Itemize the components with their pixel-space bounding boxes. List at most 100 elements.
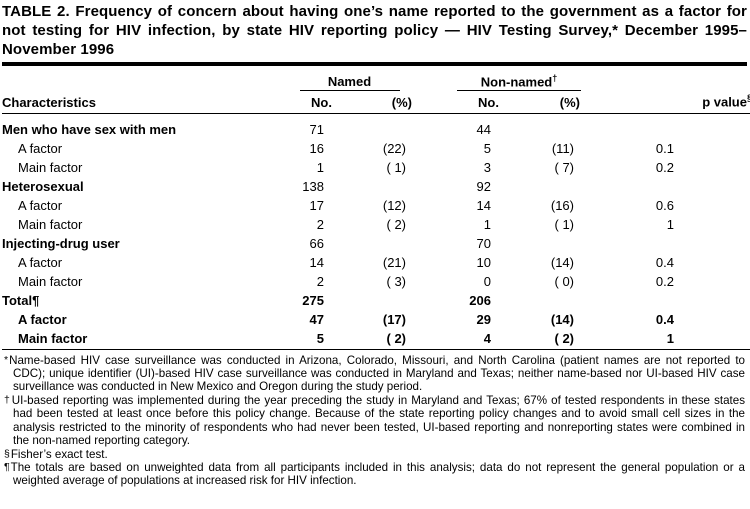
pilcrow-symbol: ¶ <box>4 460 10 473</box>
p-value-cell: 0.4 <box>655 311 674 327</box>
p-value-cell <box>580 289 750 308</box>
non-named-group-header: Non-named† <box>457 66 581 92</box>
named-pct-cell: (21) <box>382 254 406 270</box>
table-row: Heterosexual 138 92 <box>2 175 750 194</box>
non-named-pct-cell <box>499 232 580 251</box>
table-body: Men who have sex with men 71 44 A factor 16 (… <box>2 113 750 350</box>
non-named-no-cell: 29 <box>476 311 491 327</box>
table-row: A factor 47 (17) 29 (14) 0.4 <box>2 308 750 327</box>
non-named-pct-cell <box>499 289 580 308</box>
p-value-header-label: p value <box>702 94 747 110</box>
table-row: A factor 14 (21) 10 (14) 0.4 <box>2 251 750 270</box>
non-named-pct-cell <box>499 175 580 194</box>
named-no-cell: 47 <box>309 311 324 327</box>
table-row: Main factor 1 ( 1) 3 ( 7) 0.2 <box>2 156 750 175</box>
named-pct-cell <box>332 232 412 251</box>
footnote-text: Name-based HIV case surveillance was con… <box>9 353 745 394</box>
p-value-cell: 1 <box>666 216 674 232</box>
non-named-no-cell: 1 <box>483 216 491 232</box>
column-spacer <box>412 113 457 137</box>
footnote-ui-based: †UI-based reporting was implemented duri… <box>4 394 745 448</box>
named-no-header: No. <box>287 91 332 114</box>
non-named-pct-cell: (11) <box>551 140 574 156</box>
non-named-no-cell: 4 <box>457 326 499 350</box>
named-group-header: Named <box>287 66 412 92</box>
named-no-cell: 138 <box>302 178 324 194</box>
p-value-cell: 0.1 <box>655 140 674 156</box>
named-pct-cell: ( 1) <box>386 159 407 175</box>
p-value-cell <box>580 232 750 251</box>
table-row: A factor 16 (22) 5 (11) 0.1 <box>2 137 750 156</box>
non-named-pct-cell: ( 2) <box>499 326 580 350</box>
table-row: Total¶ 275 206 <box>2 289 750 308</box>
footnote-totals: ¶The totals are based on unweighted data… <box>4 461 745 488</box>
named-pct-header: (%) <box>332 91 412 114</box>
non-named-no-cell: 5 <box>483 140 491 156</box>
footnote-text: Fisher’s exact test. <box>10 447 108 461</box>
non-named-group-underline: Non-named† <box>457 73 581 92</box>
column-spacer <box>412 175 457 194</box>
p-value-cell <box>580 175 750 194</box>
named-pct-cell <box>332 113 412 137</box>
column-header-row: Characteristics No. (%) No. (%) p value§ <box>2 91 750 114</box>
named-no-cell: 17 <box>309 197 324 213</box>
title-rule <box>2 62 747 66</box>
p-value-cell: 0.2 <box>655 159 674 175</box>
section-symbol: § <box>4 447 10 460</box>
table-row: Main factor 2 ( 3) 0 ( 0) 0.2 <box>2 270 750 289</box>
asterisk-symbol: * <box>4 353 9 366</box>
named-no-cell: 14 <box>309 254 324 270</box>
footnote-text: The totals are based on unweighted data … <box>10 460 745 488</box>
header-spacer <box>412 91 457 114</box>
non-named-pct-cell <box>499 113 580 137</box>
non-named-pct-cell: ( 7) <box>554 159 575 175</box>
named-pct-cell: ( 2) <box>332 326 412 350</box>
characteristics-header: Characteristics <box>2 91 287 114</box>
non-named-no-cell: 206 <box>469 292 491 308</box>
non-named-pct-cell: ( 0) <box>554 273 575 289</box>
footnote-name-based: *Name-based HIV case surveillance was co… <box>4 354 745 394</box>
column-spacer <box>412 137 457 156</box>
p-value-cell: 1 <box>580 326 750 350</box>
row-label: A factor <box>18 311 67 327</box>
p-value-header: p value§ <box>580 91 750 114</box>
non-named-no-cell: 0 <box>483 273 491 289</box>
named-no-cell: 2 <box>316 216 324 232</box>
non-named-no-cell: 70 <box>476 235 491 251</box>
row-label: Men who have sex with men <box>2 121 177 137</box>
row-label: Main factor <box>18 273 83 289</box>
p-value-cell: 0.4 <box>655 254 674 270</box>
row-label: A factor <box>18 254 63 270</box>
named-pct-cell: (17) <box>382 311 406 327</box>
table-row: Main factor 2 ( 2) 1 ( 1) 1 <box>2 213 750 232</box>
named-group-underline: Named <box>299 74 400 92</box>
non-named-no-cell: 10 <box>476 254 491 270</box>
named-no-cell: 2 <box>316 273 324 289</box>
p-value-section-mark: § <box>747 93 750 103</box>
non-named-pct-header: (%) <box>499 91 580 114</box>
row-label: A factor <box>18 140 63 156</box>
footnotes: *Name-based HIV case surveillance was co… <box>2 350 747 494</box>
column-spacer <box>412 270 457 289</box>
header-spacer <box>412 66 457 91</box>
named-pct-cell <box>332 289 412 308</box>
footnote-text: UI-based reporting was implemented durin… <box>11 393 745 448</box>
non-named-no-cell: 3 <box>483 159 491 175</box>
group-header-row: Named Non-named† <box>2 66 750 92</box>
column-spacer <box>412 251 457 270</box>
header-spacer <box>2 66 287 91</box>
named-no-cell: 71 <box>309 121 324 137</box>
dagger-symbol: † <box>4 393 11 406</box>
non-named-pct-cell: ( 1) <box>554 216 575 232</box>
column-spacer <box>412 194 457 213</box>
named-no-cell: 66 <box>309 235 324 251</box>
table-row: Main factor 5( 2) 4( 2) 1 <box>2 326 750 350</box>
non-named-no-cell: 44 <box>476 121 491 137</box>
non-named-pct-cell: (16) <box>550 197 574 213</box>
non-named-no-header: No. <box>457 91 499 114</box>
named-pct-cell: (22) <box>382 140 406 156</box>
p-value-cell: 0.2 <box>655 273 674 289</box>
named-pct-cell: ( 3) <box>386 273 407 289</box>
table-title: TABLE 2. Frequency of concern about havi… <box>2 3 747 58</box>
non-named-pct-cell: (14) <box>550 311 574 327</box>
